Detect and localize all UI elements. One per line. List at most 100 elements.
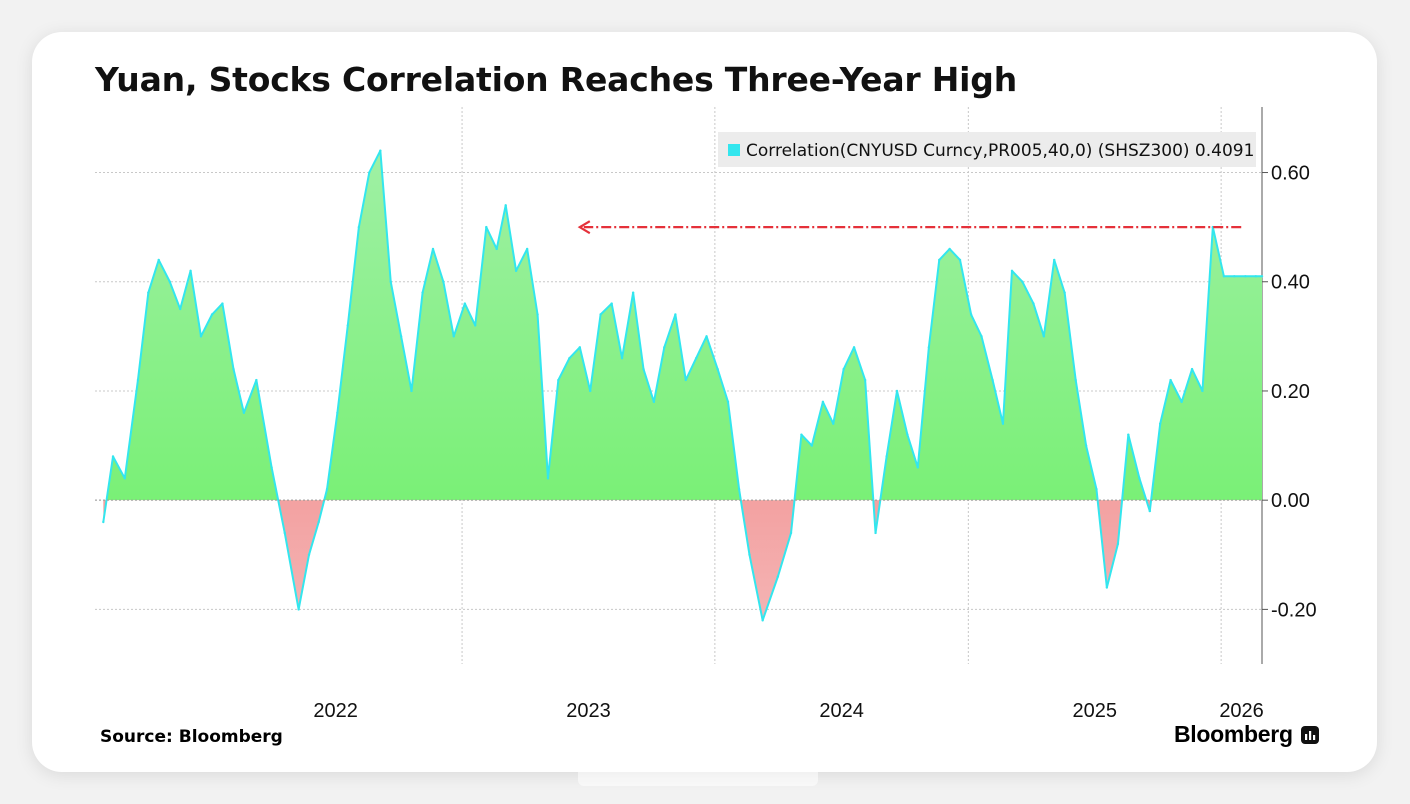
window-drag-handle[interactable]	[578, 756, 818, 786]
data-point	[863, 378, 867, 382]
data-point	[737, 488, 741, 491]
data-point	[969, 313, 973, 316]
data-point	[546, 477, 550, 480]
data-point	[852, 346, 856, 349]
y-tick-label: -0.20	[1271, 599, 1317, 621]
bloomberg-logo-text: Bloomberg	[1174, 721, 1293, 747]
data-point	[832, 422, 835, 425]
data-point	[514, 269, 518, 273]
data-point	[1074, 378, 1077, 382]
legend-swatch	[728, 144, 740, 156]
data-point	[1190, 367, 1194, 371]
data-point	[389, 280, 392, 283]
data-point	[379, 149, 382, 152]
data-point	[1053, 258, 1056, 262]
data-point	[1116, 542, 1120, 546]
data-point	[1222, 275, 1226, 278]
data-point	[536, 313, 539, 316]
data-point	[958, 258, 962, 262]
data-point	[307, 553, 311, 556]
data-point	[980, 335, 983, 338]
data-point	[1138, 477, 1141, 480]
data-point	[325, 488, 329, 491]
data-point	[157, 258, 160, 262]
chart-title: Yuan, Stocks Correlation Reaches Three-Y…	[95, 60, 1018, 99]
y-tick-label: 0.40	[1271, 272, 1310, 294]
data-point	[270, 466, 273, 469]
positive-area	[103, 150, 1262, 501]
data-point	[631, 291, 635, 294]
data-point	[221, 302, 224, 305]
x-tick-label: 2022	[313, 700, 358, 722]
data-point	[1001, 422, 1005, 425]
data-point	[663, 346, 666, 349]
data-point	[178, 307, 182, 311]
chart-canvas: 2022 2023 2024 2025 2026 -0.20 0.00 0.20 0.40 0.6…	[95, 107, 1317, 722]
data-point	[776, 575, 780, 578]
data-point	[1032, 302, 1035, 305]
data-point	[1063, 291, 1066, 294]
data-point	[599, 313, 602, 316]
x-tick-label: 2025	[1072, 700, 1117, 722]
annotation-arrow-head	[577, 220, 591, 235]
data-point	[1169, 378, 1172, 382]
data-point	[1042, 335, 1046, 338]
data-point	[874, 531, 877, 535]
data-point	[123, 477, 126, 480]
data-point	[1201, 389, 1204, 393]
data-point	[1148, 509, 1152, 513]
data-point	[1127, 433, 1130, 436]
data-point	[232, 367, 235, 371]
data-point	[610, 302, 613, 305]
data-point	[842, 367, 845, 371]
data-point	[147, 291, 150, 294]
data-point	[748, 553, 751, 556]
data-point	[916, 466, 919, 469]
data-point	[800, 433, 803, 436]
data-point	[1021, 280, 1024, 283]
data-point	[317, 520, 320, 524]
data-point	[705, 335, 708, 338]
data-point	[761, 619, 764, 622]
chart-card: Yuan, Stocks Correlation Reaches Three-Y…	[32, 32, 1377, 772]
legend-label: Correlation(CNYUSD Curncy,PR005,40,0) (S…	[746, 141, 1254, 161]
legend-box	[718, 132, 1256, 167]
data-point	[357, 225, 361, 229]
data-point	[255, 378, 258, 382]
x-tick-label: 2023	[566, 700, 611, 722]
data-point	[210, 313, 214, 316]
data-point	[283, 531, 286, 535]
data-point	[495, 247, 498, 251]
data-point	[189, 269, 192, 273]
y-tick-label: 0.20	[1271, 381, 1310, 403]
data-point	[821, 400, 825, 404]
data-point	[938, 258, 941, 262]
data-point	[578, 346, 582, 349]
data-point	[810, 444, 814, 447]
data-point	[297, 608, 300, 611]
data-point	[1158, 422, 1162, 425]
data-point	[368, 171, 371, 174]
data-point	[927, 346, 931, 349]
data-point	[885, 455, 888, 458]
data-point	[504, 204, 507, 207]
data-point	[789, 531, 793, 535]
data-point	[948, 247, 951, 251]
data-point	[991, 378, 994, 382]
source-note: Source: Bloomberg	[100, 727, 283, 747]
data-point	[642, 367, 645, 371]
data-point	[1095, 488, 1098, 491]
data-point	[463, 302, 467, 305]
data-point	[1105, 586, 1109, 589]
data-point	[399, 335, 403, 338]
data-point	[557, 378, 560, 382]
data-point	[906, 433, 909, 436]
y-tick-label: 0.60	[1271, 163, 1310, 185]
data-point	[588, 389, 592, 393]
data-point	[1244, 275, 1247, 278]
data-point	[1084, 444, 1088, 447]
data-point	[1254, 275, 1257, 278]
x-tick-label: 2026	[1219, 700, 1264, 722]
data-point	[652, 400, 656, 404]
data-point	[102, 520, 105, 524]
